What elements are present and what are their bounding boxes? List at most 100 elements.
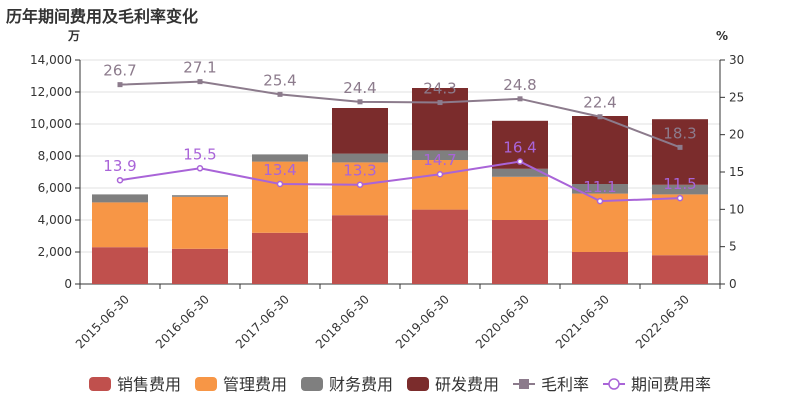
- right-axis-tick-label: 20: [729, 128, 744, 142]
- left-axis-tick-label: 14,000: [30, 53, 72, 67]
- legend-marker: [519, 379, 529, 389]
- point-marker: [116, 176, 124, 184]
- left-axis-unit: 万: [67, 29, 80, 43]
- line-series: [116, 79, 684, 205]
- bar-segment: [652, 119, 708, 185]
- bar-segment: [172, 196, 228, 249]
- data-label: 24.3: [423, 80, 456, 98]
- point-marker: [676, 194, 684, 202]
- point-marker: [357, 99, 363, 105]
- bar-segment: [332, 215, 388, 284]
- data-labels: 26.7 27.1 25.4 24.4 24.3 24.8 22.4 18.3 13.9 15.5…: [103, 59, 696, 196]
- series-line: [119, 80, 681, 149]
- bar-segment: [492, 220, 548, 284]
- legend-swatch: [89, 377, 111, 391]
- bar-segment: [412, 150, 468, 160]
- x-axis-tick-label: 2022-06-30: [633, 292, 692, 351]
- bar-segment: [412, 88, 468, 151]
- point-marker: [596, 197, 604, 205]
- legend-swatch: [195, 377, 217, 391]
- legend-label: 期间费用率: [631, 375, 711, 394]
- point-marker: [196, 165, 204, 172]
- left-axis-tick-label: 2,000: [38, 245, 72, 259]
- data-label: 24.8: [503, 76, 536, 94]
- legend-label: 研发费用: [435, 375, 499, 394]
- left-axis-tick-label: 10,000: [30, 117, 72, 131]
- legend-marker: [608, 378, 620, 390]
- right-axis-tick-label: 10: [729, 202, 744, 216]
- chart-title: 历年期间费用及毛利率变化: [6, 7, 199, 26]
- bar-segment: [92, 202, 148, 248]
- bar-segment: [252, 154, 308, 162]
- point-marker: [677, 144, 683, 150]
- bar-segment: [652, 194, 708, 256]
- data-label: 13.9: [103, 157, 136, 175]
- bar-series: [92, 88, 708, 284]
- bar-segment: [492, 168, 548, 177]
- bar-segment: [572, 252, 628, 284]
- data-label: 15.5: [183, 145, 216, 163]
- bar-segment: [332, 162, 388, 216]
- data-label: 27.1: [183, 59, 216, 77]
- legend-swatch: [301, 377, 323, 391]
- x-axis-tick-label: 2021-06-30: [553, 292, 612, 351]
- point-marker: [597, 114, 603, 120]
- point-marker: [436, 170, 444, 178]
- x-axis-tick-label: 2017-06-30: [233, 292, 292, 351]
- legend-label: 销售费用: [117, 375, 181, 394]
- legend-label: 财务费用: [329, 375, 393, 394]
- bar-segment: [252, 161, 308, 233]
- point-marker: [516, 158, 524, 165]
- right-axis-unit: %: [716, 29, 728, 43]
- data-label: 14.7: [423, 151, 456, 169]
- left-axis-tick-label: 4,000: [38, 213, 72, 227]
- bar-segment: [412, 160, 468, 210]
- point-marker: [117, 82, 123, 88]
- data-label: 22.4: [583, 94, 616, 112]
- point-marker: [517, 96, 523, 102]
- legend-label: 管理费用: [223, 375, 287, 394]
- bar-segment: [412, 209, 468, 284]
- data-label: 24.4: [343, 79, 376, 97]
- right-axis-tick-label: 30: [729, 53, 744, 67]
- data-label: 11.5: [663, 175, 696, 193]
- left-axis-tick-label: 8,000: [38, 149, 72, 163]
- right-axis-tick-label: 0: [729, 277, 737, 291]
- right-axis-tick-label: 25: [729, 90, 744, 104]
- bar-segment: [572, 184, 628, 194]
- data-label: 26.7: [103, 62, 136, 80]
- point-marker: [197, 79, 203, 85]
- left-axis-tick-label: 6,000: [38, 181, 72, 195]
- point-marker: [356, 181, 364, 188]
- bar-segment: [92, 247, 148, 284]
- right-axis-tick-label: 15: [729, 165, 744, 179]
- legend-label: 毛利率: [541, 375, 589, 394]
- x-axis-tick-label: 2015-06-30: [73, 292, 132, 351]
- left-axis-tick-label: 12,000: [30, 85, 72, 99]
- bar-segment: [252, 232, 308, 284]
- bar-segment: [572, 116, 628, 184]
- legend-swatch: [407, 377, 429, 391]
- right-axis-tick-label: 5: [729, 240, 737, 254]
- point-marker: [276, 180, 284, 188]
- point-marker: [277, 91, 283, 97]
- bar-segment: [92, 194, 148, 203]
- bar-segment: [492, 176, 548, 220]
- x-axis-tick-label: 2018-06-30: [313, 292, 372, 351]
- bar-segment: [172, 195, 228, 197]
- data-label: 13.4: [263, 161, 296, 179]
- x-axis-tick-label: 2016-06-30: [153, 292, 212, 351]
- bar-segment: [172, 248, 228, 284]
- bar-segment: [652, 184, 708, 195]
- left-axis-tick-label: 0: [64, 277, 72, 291]
- x-axis-tick-label: 2020-06-30: [473, 292, 532, 351]
- data-label: 11.1: [583, 178, 616, 196]
- data-label: 16.4: [503, 139, 536, 157]
- legend: 销售费用 管理费用 财务费用 研发费用 毛利率 期间费用率: [89, 375, 711, 394]
- point-marker: [437, 100, 443, 106]
- series-line: [119, 160, 681, 203]
- data-label: 25.4: [263, 71, 296, 89]
- bar-segment: [332, 153, 388, 163]
- data-label: 13.3: [343, 162, 376, 180]
